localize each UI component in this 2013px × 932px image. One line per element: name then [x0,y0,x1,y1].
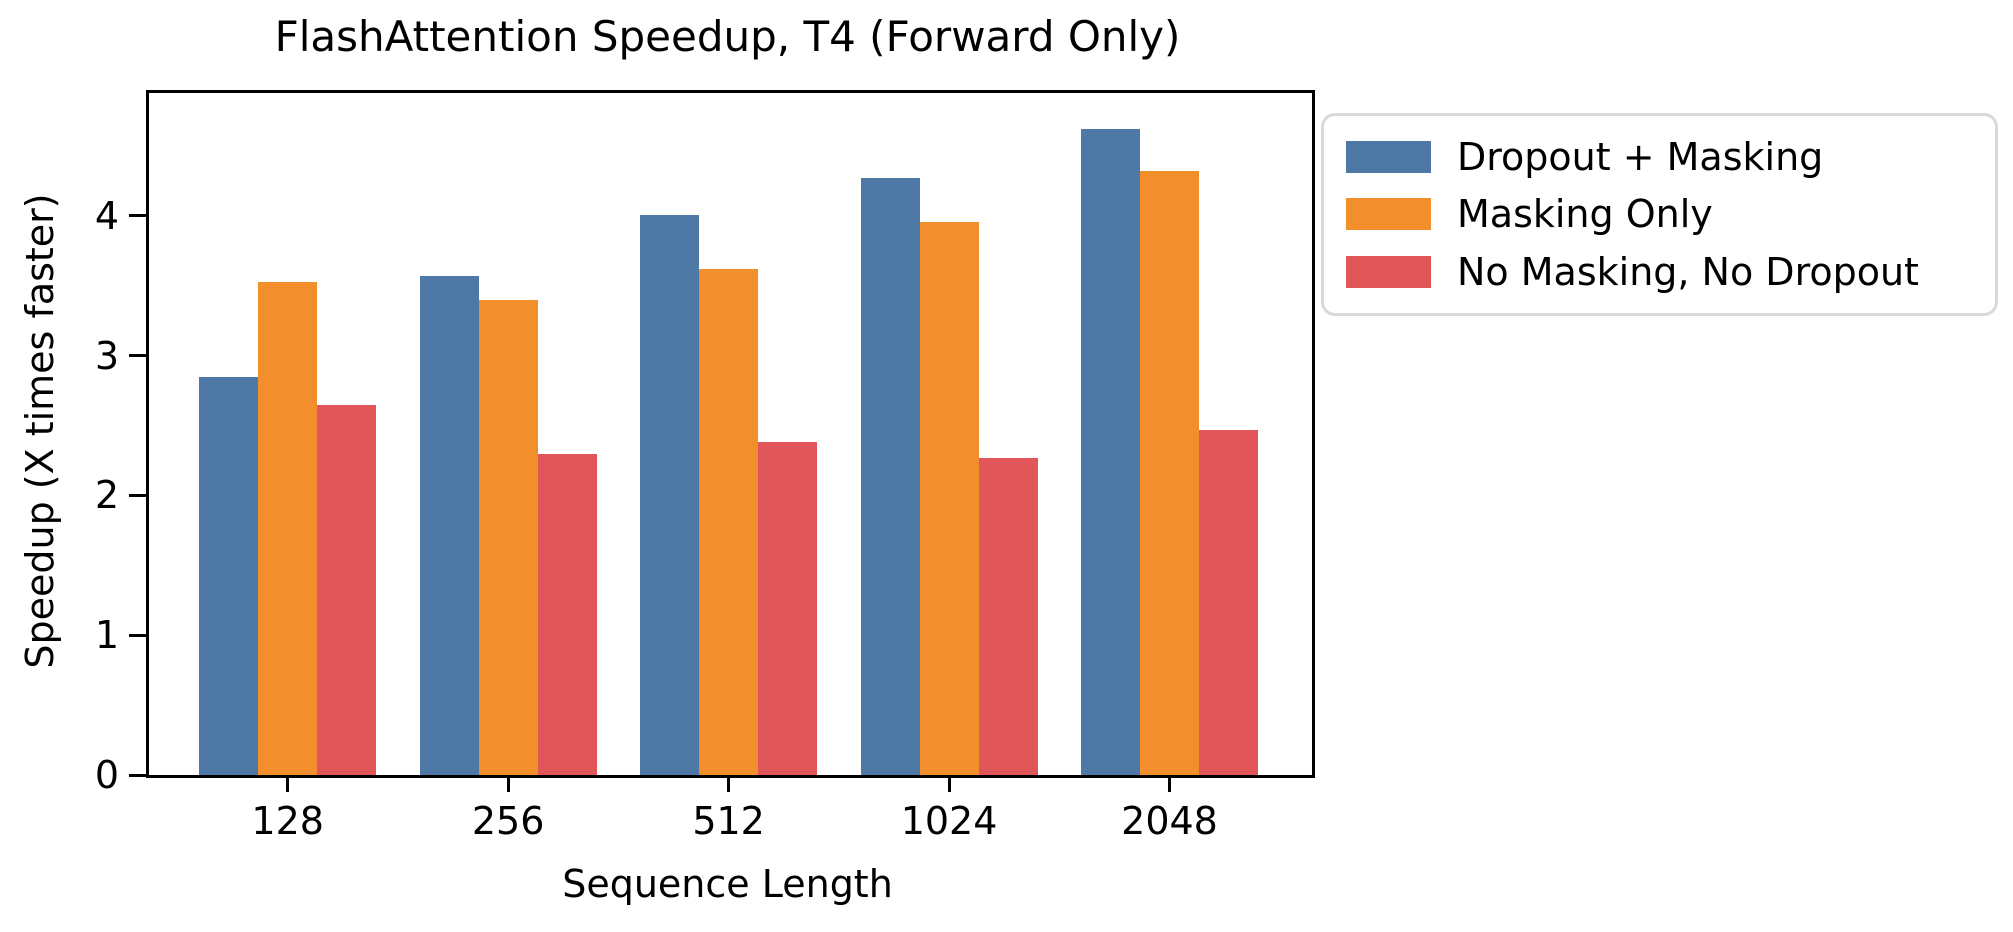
bar-128-series-2 [317,404,377,775]
bar-256-series-1 [478,299,538,775]
bar-1024-series-2 [978,457,1038,775]
y-tick-label: 3 [94,333,119,378]
bar-512-series-2 [758,442,818,775]
legend-swatch-icon [1346,140,1431,173]
bar-256-series-0 [419,276,479,775]
bar-2048-series-1 [1140,171,1199,775]
legend-label: Masking Only [1457,192,1713,237]
x-tick-mark [506,775,510,792]
legend-label: No Masking, No Dropout [1457,250,1919,295]
bar-512-series-0 [640,214,700,775]
y-axis-label: Speedup (X times faster) [18,193,62,669]
y-tick-mark [129,633,146,637]
legend-item-1: Masking Only [1346,192,1995,236]
y-tick-mark [129,214,146,218]
bar-2048-series-2 [1199,429,1258,775]
x-tick-mark [947,775,951,792]
plot-area: 0 1 2 3 4 128 256 512 1024 2048 [95,90,1315,843]
bar-128-series-0 [199,376,259,775]
x-tick-label: 1024 [900,799,998,843]
x-tick-label: 128 [251,799,324,843]
x-tick-mark [286,775,290,792]
x-tick-label: 256 [471,799,545,843]
legend-swatch-icon [1346,256,1431,289]
chart-title: FlashAttention Speedup, T4 (Forward Only… [274,12,1181,61]
y-tick-mark [129,354,146,358]
x-axis-label: Sequence Length [562,862,893,906]
x-tick-mark [1168,775,1171,792]
bar-512-series-1 [699,269,759,775]
legend-swatch-icon [1346,198,1431,231]
legend-label: Dropout + Masking [1457,134,1824,179]
y-tick-label: 4 [94,193,119,238]
y-tick-mark [129,493,146,497]
legend: Dropout + Masking Masking Only No Masking,… [1321,113,1998,316]
legend-item-2: No Masking, No Dropout [1346,250,1995,294]
y-tick-label: 2 [94,473,119,518]
bar-128-series-1 [258,281,318,775]
bar-1024-series-1 [919,221,979,775]
y-tick-label: 1 [94,613,119,658]
legend-item-0: Dropout + Masking [1346,135,1995,179]
bar-2048-series-0 [1081,129,1140,775]
y-tick-label: 0 [94,753,119,797]
x-tick-label: 2048 [1121,799,1218,843]
bar-256-series-2 [537,453,597,775]
bar-1024-series-0 [860,178,920,775]
y-tick-mark [129,773,146,777]
x-tick-mark [727,775,731,792]
x-tick-label: 512 [692,799,765,843]
